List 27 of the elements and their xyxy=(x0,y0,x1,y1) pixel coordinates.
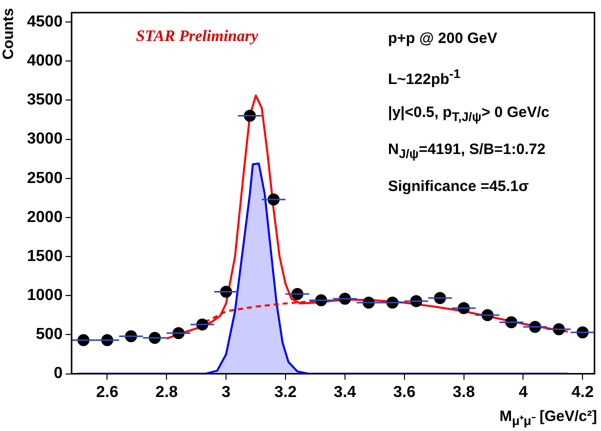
annotation: p+p @ 200 GeV xyxy=(388,30,498,47)
x-tick-label: 3 xyxy=(222,384,231,401)
x-tick-label: 3.8 xyxy=(452,384,475,401)
x-axis-title: M$_{μ⁺μ⁻}$ [GeV/c²] xyxy=(500,408,597,429)
y-tick-label: 3000 xyxy=(27,130,63,148)
y-tick-label: 1500 xyxy=(27,248,63,265)
y-tick-label: 3500 xyxy=(27,92,63,109)
x-tick-label: 4.2 xyxy=(571,384,594,401)
x-tick-label: 3.2 xyxy=(274,384,297,401)
annotation: L~122pb$^{-1}$ xyxy=(388,67,460,88)
x-tick-label: 2.6 xyxy=(96,384,118,401)
y-tick-label: 1000 xyxy=(27,287,63,304)
y-tick-label: 500 xyxy=(36,326,63,344)
y-tick-label: 4500 xyxy=(27,13,63,30)
y-tick-label: 2000 xyxy=(27,208,63,226)
y-axis-title: Counts xyxy=(0,8,17,60)
x-tick-label: 3.4 xyxy=(334,384,356,401)
y-tick-label: 2500 xyxy=(27,170,63,187)
annotation: |y|<0.5, p$_{T,J/ψ}$> 0 GeV/c xyxy=(388,104,550,124)
x-tick-label: 4 xyxy=(518,384,528,401)
annotation: N$_{J/ψ}$=4191, S/B=1:0.72 xyxy=(388,141,546,161)
x-tick-label: 3.6 xyxy=(393,384,416,401)
annotation: Significance =45.1σ xyxy=(388,178,529,195)
annotation: STAR Preliminary xyxy=(136,28,258,46)
y-tick-label: 0 xyxy=(54,365,63,382)
y-tick-label: 4000 xyxy=(27,52,63,70)
x-tick-label: 2.8 xyxy=(156,384,178,401)
